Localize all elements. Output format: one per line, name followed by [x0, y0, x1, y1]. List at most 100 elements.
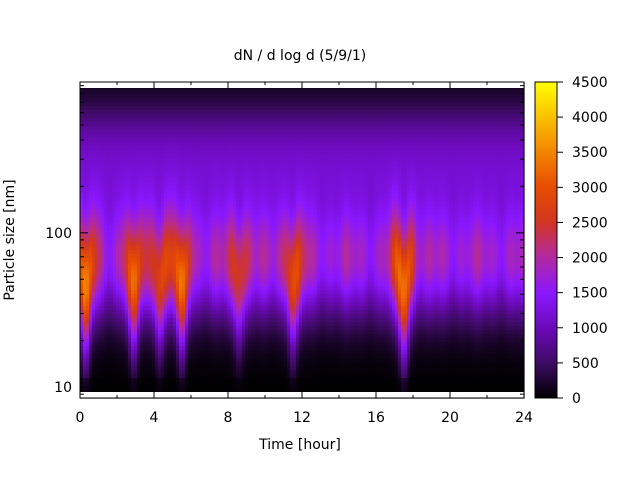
heatmap-cell: [191, 182, 195, 187]
heatmap-cell: [215, 134, 219, 139]
heatmap-cell: [167, 126, 171, 131]
heatmap-cell: [116, 86, 120, 91]
heatmap-cell: [128, 338, 132, 343]
heatmap-cell: [167, 122, 171, 127]
heatmap-cell: [137, 358, 141, 363]
heatmap-cell: [239, 342, 243, 347]
heatmap-cell: [182, 206, 186, 211]
heatmap-cell: [104, 358, 108, 363]
heatmap-cell: [215, 142, 219, 147]
heatmap-cell: [251, 134, 255, 139]
heatmap-cell: [233, 242, 237, 247]
heatmap-cell: [98, 314, 102, 319]
heatmap-cell: [83, 90, 87, 95]
heatmap-cell: [89, 134, 93, 139]
heatmap-cell: [236, 134, 240, 139]
heatmap-cell: [131, 138, 135, 143]
heatmap-cell: [182, 262, 186, 267]
heatmap-cell: [149, 94, 153, 99]
heatmap-cell: [245, 142, 249, 147]
heatmap-cell: [200, 134, 204, 139]
heatmap-cell: [131, 174, 135, 179]
heatmap-cell: [86, 302, 90, 307]
heatmap-cell: [107, 178, 111, 183]
heatmap-cell: [191, 226, 195, 231]
heatmap-cell: [143, 102, 147, 107]
heatmap-cell: [158, 278, 162, 283]
heatmap-cell: [143, 318, 147, 323]
heatmap-cell: [110, 134, 114, 139]
heatmap-cell: [212, 326, 216, 331]
heatmap-cell: [212, 286, 216, 291]
heatmap-cell: [119, 298, 123, 303]
heatmap-cell: [185, 210, 189, 215]
heatmap-cell: [266, 214, 270, 219]
heatmap-cell: [224, 134, 228, 139]
heatmap-cell: [224, 142, 228, 147]
heatmap-cell: [161, 178, 165, 183]
heatmap-cell: [86, 290, 90, 295]
heatmap-cell: [215, 262, 219, 267]
heatmap-cell: [104, 326, 108, 331]
heatmap-cell: [194, 138, 198, 143]
heatmap-cell: [167, 242, 171, 247]
heatmap-cell: [167, 174, 171, 179]
heatmap-cell: [206, 270, 210, 275]
heatmap-cell: [89, 170, 93, 175]
heatmap-cell: [242, 238, 246, 243]
heatmap-cell: [254, 162, 258, 167]
heatmap-cell: [137, 218, 141, 223]
heatmap-cell: [137, 114, 141, 119]
heatmap-cell: [200, 166, 204, 171]
heatmap-cell: [188, 110, 192, 115]
heatmap-cell: [245, 298, 249, 303]
heatmap-cell: [230, 174, 234, 179]
heatmap-cell: [230, 258, 234, 263]
heatmap-cell: [257, 318, 261, 323]
heatmap-cell: [92, 122, 96, 127]
heatmap-cell: [140, 298, 144, 303]
heatmap-cell: [95, 342, 99, 347]
heatmap-cell: [176, 370, 180, 375]
heatmap-cell: [83, 222, 87, 227]
heatmap-cell: [173, 234, 177, 239]
heatmap-cell: [173, 170, 177, 175]
heatmap-cell: [221, 222, 225, 227]
heatmap-cell: [146, 94, 150, 99]
heatmap-cell: [257, 166, 261, 171]
heatmap-cell: [86, 250, 90, 255]
heatmap-cell: [122, 194, 126, 199]
heatmap-cell: [239, 278, 243, 283]
heatmap-cell: [218, 338, 222, 343]
heatmap-cell: [92, 106, 96, 111]
heatmap-cell: [155, 222, 159, 227]
heatmap-cell: [119, 270, 123, 275]
heatmap-cell: [101, 286, 105, 291]
heatmap-cell: [110, 182, 114, 187]
heatmap-cell: [206, 94, 210, 99]
heatmap-cell: [269, 94, 273, 99]
heatmap-cell: [143, 346, 147, 351]
heatmap-cell: [203, 262, 207, 267]
heatmap-cell: [239, 126, 243, 131]
heatmap-cell: [95, 270, 99, 275]
heatmap-cell: [209, 362, 213, 367]
heatmap-cell: [185, 158, 189, 163]
heatmap-cell: [161, 242, 165, 247]
heatmap-cell: [173, 378, 177, 383]
heatmap-cell: [197, 94, 201, 99]
heatmap-cell: [221, 326, 225, 331]
heatmap-cell: [161, 294, 165, 299]
heatmap-cell: [257, 126, 261, 131]
heatmap-cell: [263, 234, 267, 239]
heatmap-cell: [200, 174, 204, 179]
heatmap-cell: [209, 334, 213, 339]
heatmap-cell: [218, 374, 222, 379]
heatmap-cell: [167, 246, 171, 251]
heatmap-cell: [188, 226, 192, 231]
heatmap-cell: [263, 354, 267, 359]
heatmap-cell: [155, 114, 159, 119]
heatmap-cell: [149, 326, 153, 331]
heatmap-cell: [263, 314, 267, 319]
heatmap-cell: [200, 118, 204, 123]
